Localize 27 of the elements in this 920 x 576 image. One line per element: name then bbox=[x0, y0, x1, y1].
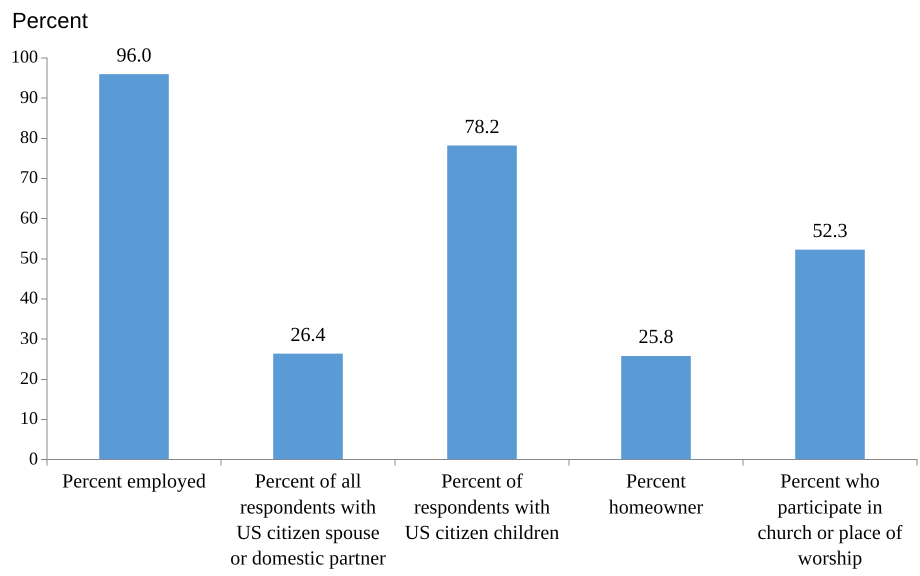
y-tick-label: 100 bbox=[11, 46, 38, 67]
x-tick-label: Percent of respondents with US citizen children bbox=[404, 470, 560, 544]
y-tick-label: 80 bbox=[20, 127, 38, 148]
x-tick-label: Percent homeowner bbox=[608, 470, 704, 518]
data-label: 96.0 bbox=[116, 44, 152, 66]
y-tick-label: 50 bbox=[20, 248, 38, 268]
x-tick-label: Percent who participate in church or place of worship bbox=[758, 470, 903, 570]
bar bbox=[273, 354, 343, 460]
data-label: 78.2 bbox=[464, 116, 500, 138]
y-tick-label: 30 bbox=[20, 328, 38, 348]
y-axis-title: Percent bbox=[12, 8, 88, 33]
y-tick-label: 40 bbox=[20, 288, 38, 308]
y-tick-label: 60 bbox=[20, 207, 38, 228]
y-tick-label: 90 bbox=[20, 86, 38, 107]
data-label: 26.4 bbox=[290, 324, 326, 346]
y-tick-label: 10 bbox=[20, 408, 38, 428]
x-tick-label: Percent employed bbox=[62, 470, 206, 493]
bar bbox=[447, 146, 517, 460]
data-label: 25.8 bbox=[638, 326, 674, 348]
y-tick-label: 70 bbox=[20, 167, 38, 188]
bar bbox=[795, 250, 865, 460]
data-label: 52.3 bbox=[812, 220, 848, 242]
y-tick-label: 0 bbox=[29, 448, 38, 468]
bar bbox=[99, 74, 169, 460]
x-tick-label: Percent of all respondents with US citizen spouse or domestic partner bbox=[230, 470, 386, 570]
bar bbox=[621, 356, 691, 460]
y-tick-label: 20 bbox=[20, 368, 38, 388]
